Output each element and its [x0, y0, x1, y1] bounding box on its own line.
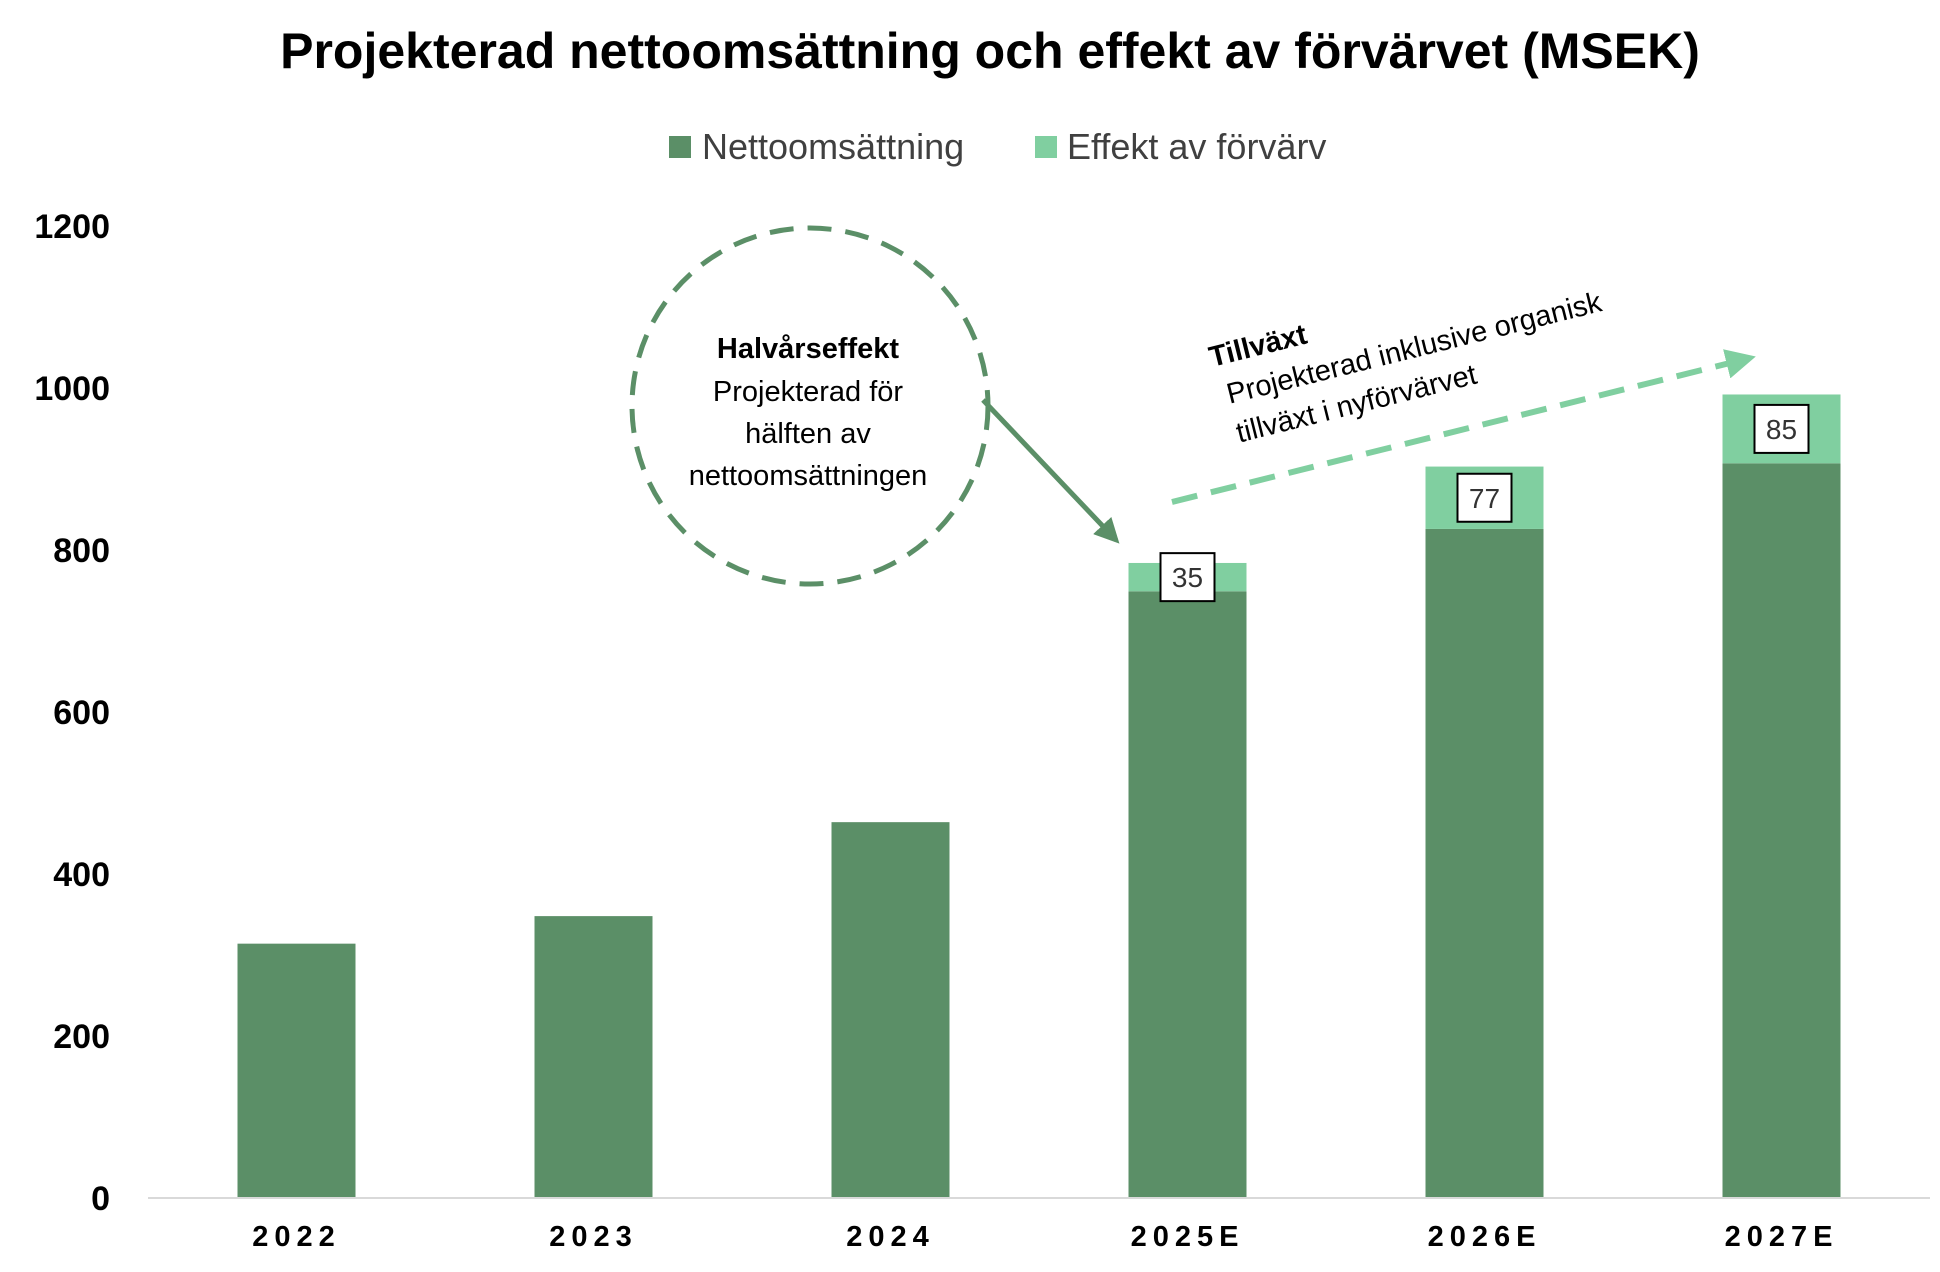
legend: Nettoomsättning Effekt av förvärv: [669, 126, 1326, 167]
y-tick-label: 1200: [34, 208, 110, 246]
x-tick-label: 2025E: [1131, 1221, 1245, 1253]
halfyear-line-1: Projekterad för: [713, 376, 904, 408]
bar-nettoomsattning-2023: [534, 916, 653, 1198]
data-label: 35: [1172, 562, 1203, 593]
x-tick-label: 2022: [252, 1221, 341, 1253]
legend-swatch-effekt: [1035, 136, 1057, 158]
growth-annotation: Tillväxt Projekterad inklusive organisk …: [1171, 286, 1756, 505]
bar-nettoomsattning-2027e: [1722, 463, 1841, 1199]
y-tick-label: 0: [91, 1180, 110, 1218]
halfyear-arrow: [981, 398, 1120, 544]
data-labels: 35 77 85: [1159, 403, 1810, 603]
bar-nettoomsattning-2025e: [1128, 591, 1247, 1198]
data-label-box: [1159, 552, 1216, 603]
y-tick-label: 200: [53, 1018, 110, 1056]
bars: [237, 394, 1841, 1199]
x-tick-label: 2027E: [1725, 1221, 1839, 1253]
y-tick-label: 1000: [34, 370, 110, 408]
y-tick-label: 400: [53, 856, 110, 894]
y-tick-label: 600: [53, 694, 110, 732]
x-axis: 2022 2023 2024 2025E 2026E 2027E: [252, 1221, 1839, 1253]
halfyear-heading: Halvårseffekt: [717, 333, 899, 365]
data-label-box: [1753, 403, 1810, 454]
legend-label-effekt: Effekt av förvärv: [1067, 126, 1326, 167]
y-tick-label: 800: [53, 532, 110, 570]
halfyear-line-3: nettoomsättningen: [689, 460, 928, 492]
y-axis: 0 200 400 600 800 1000 1200: [34, 208, 110, 1218]
data-label-box: [1456, 472, 1513, 523]
x-tick-label: 2023: [549, 1221, 638, 1253]
halfyear-annotation: Halvårseffekt Projekterad för hälften av…: [629, 225, 1120, 587]
x-tick-label: 2026E: [1428, 1221, 1542, 1253]
x-tick-label: 2024: [846, 1221, 935, 1253]
bar-nettoomsattning-2026e: [1425, 528, 1544, 1198]
legend-label-nettoomsattning: Nettoomsättning: [702, 126, 964, 167]
chart-title: Projekterad nettoomsättning och effekt a…: [280, 23, 1700, 79]
data-label: 77: [1469, 483, 1500, 514]
bar-nettoomsattning-2024: [831, 822, 950, 1198]
growth-arrow: [1171, 349, 1756, 505]
halfyear-line-2: hälften av: [745, 418, 871, 450]
data-label: 85: [1766, 414, 1797, 445]
bar-nettoomsattning-2022: [237, 943, 356, 1198]
legend-swatch-nettoomsattning: [669, 136, 691, 158]
